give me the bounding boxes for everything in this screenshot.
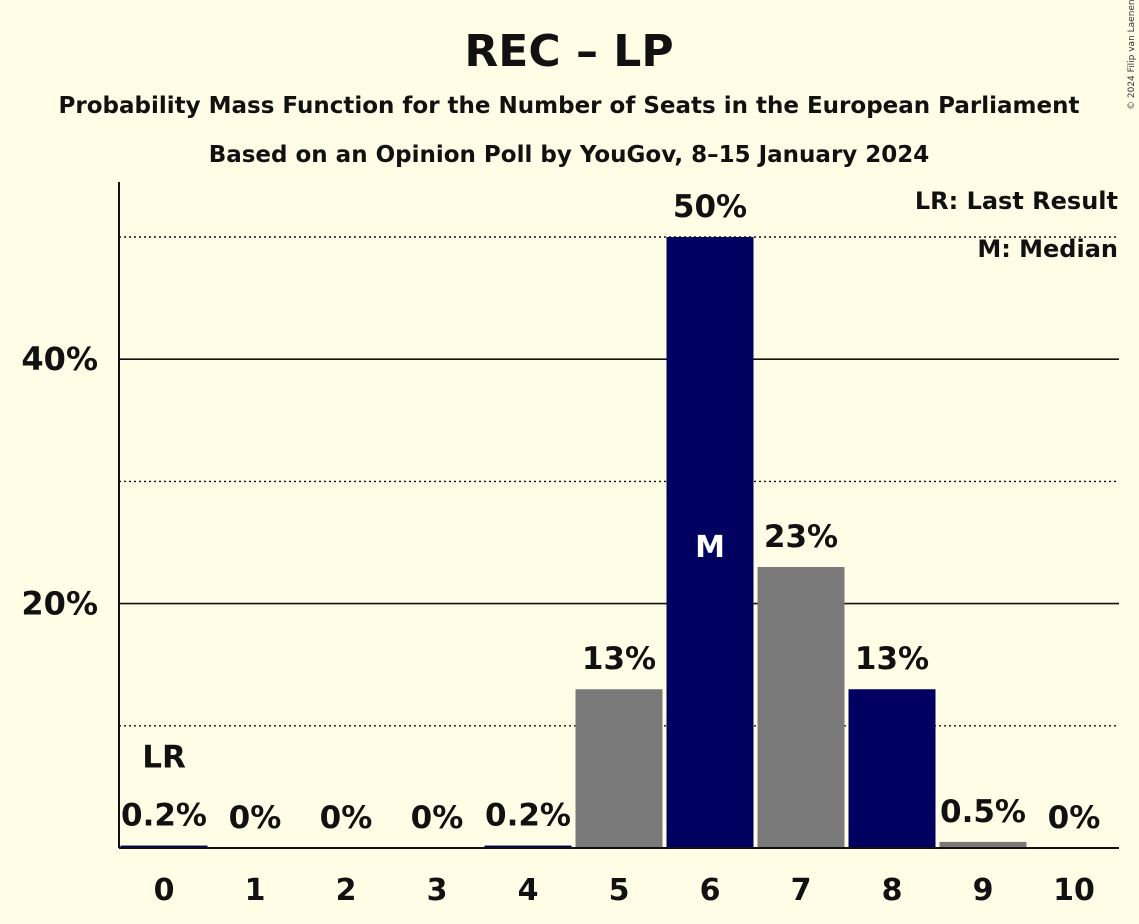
x-tick-label-6: 6 (700, 873, 721, 908)
bar-top-gap-8 (845, 687, 939, 690)
chart-subtitle: Probability Mass Function for the Number… (59, 93, 1080, 119)
y-tick-label-0: 20% (21, 585, 98, 623)
x-tick-label-0: 0 (154, 873, 175, 908)
bar-9 (939, 841, 1027, 848)
bars (120, 236, 1027, 848)
data-label-1: 0% (229, 800, 282, 836)
bar-5 (575, 689, 663, 848)
data-label-9: 0.5% (940, 794, 1026, 830)
data-label-0: 0.2% (121, 798, 207, 834)
data-label-5: 13% (582, 641, 656, 677)
x-axis-ticks: 0 1 2 3 4 5 6 7 8 9 10 (154, 873, 1095, 908)
legend-last-result: LR: Last Result (915, 187, 1118, 215)
bar-0 (120, 845, 208, 848)
chart-subtitle-poll: Based on an Opinion Poll by YouGov, 8–15… (209, 142, 930, 168)
x-tick-label-2: 2 (336, 873, 357, 908)
bar-top-gap-5 (572, 687, 666, 690)
chart-title: REC – LP (464, 26, 673, 77)
x-tick-label-5: 5 (609, 873, 630, 908)
data-label-6: 50% (673, 189, 747, 225)
bar-7 (757, 566, 845, 848)
last-result-marker: LR (142, 740, 186, 776)
bar-4 (484, 845, 572, 848)
data-label-3: 0% (411, 800, 464, 836)
x-tick-label-9: 9 (973, 873, 994, 908)
x-tick-label-8: 8 (882, 873, 903, 908)
bar-6 (666, 236, 754, 848)
bar-8 (848, 689, 936, 848)
data-label-8: 13% (855, 641, 929, 677)
data-label-2: 0% (320, 800, 373, 836)
x-tick-label-10: 10 (1053, 873, 1095, 908)
data-label-10: 0% (1048, 800, 1101, 836)
median-marker: M (695, 530, 725, 565)
x-tick-label-1: 1 (245, 873, 266, 908)
legend-median: M: Median (977, 235, 1118, 263)
data-label-7: 23% (764, 519, 838, 555)
y-axis-ticks: 20% 40% (21, 340, 98, 622)
data-labels: 0.2% 0% 0% 0% 0.2% 13% 50% 23% 13% 0.5% 0% LR M (121, 189, 1100, 836)
x-tick-label-7: 7 (791, 873, 812, 908)
x-tick-label-4: 4 (518, 873, 539, 908)
copyright-text: © 2024 Filip van Laenen (1127, 0, 1137, 110)
bar-top-gap-7 (754, 564, 848, 567)
y-tick-label-1: 40% (21, 340, 98, 378)
data-label-4: 0.2% (485, 798, 571, 834)
x-tick-label-3: 3 (427, 873, 448, 908)
